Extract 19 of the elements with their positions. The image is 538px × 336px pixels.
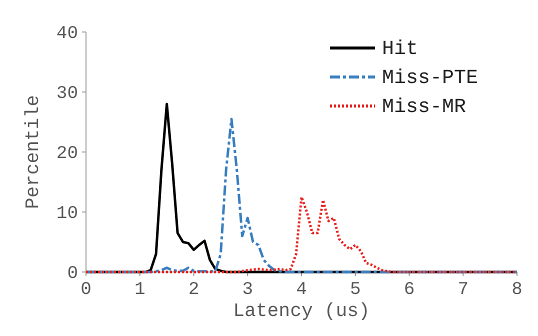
y-tick-label: 0 [67,264,78,284]
x-tick-label: 1 [134,280,146,300]
x-tick-label: 8 [512,280,522,300]
legend-label: Miss-MR [382,96,466,119]
x-tick-label: 0 [80,280,92,300]
x-tick-label: 4 [296,280,307,300]
x-tick-label: 2 [188,280,200,300]
x-tick-label: 7 [458,280,469,300]
y-tick-label: 30 [56,84,78,104]
x-tick-label: 5 [350,280,361,300]
legend-label: Hit [382,38,418,61]
y-tick-label: 10 [56,204,78,224]
x-axis-title: Latency (us) [233,300,370,322]
x-tick-label: 3 [242,280,254,300]
y-tick-label: 20 [56,144,78,164]
y-tick-label: 40 [56,24,78,44]
legend-label: Miss-PTE [382,67,478,90]
y-axis-title: Percentile [22,94,44,210]
x-tick-label: 6 [404,280,415,300]
